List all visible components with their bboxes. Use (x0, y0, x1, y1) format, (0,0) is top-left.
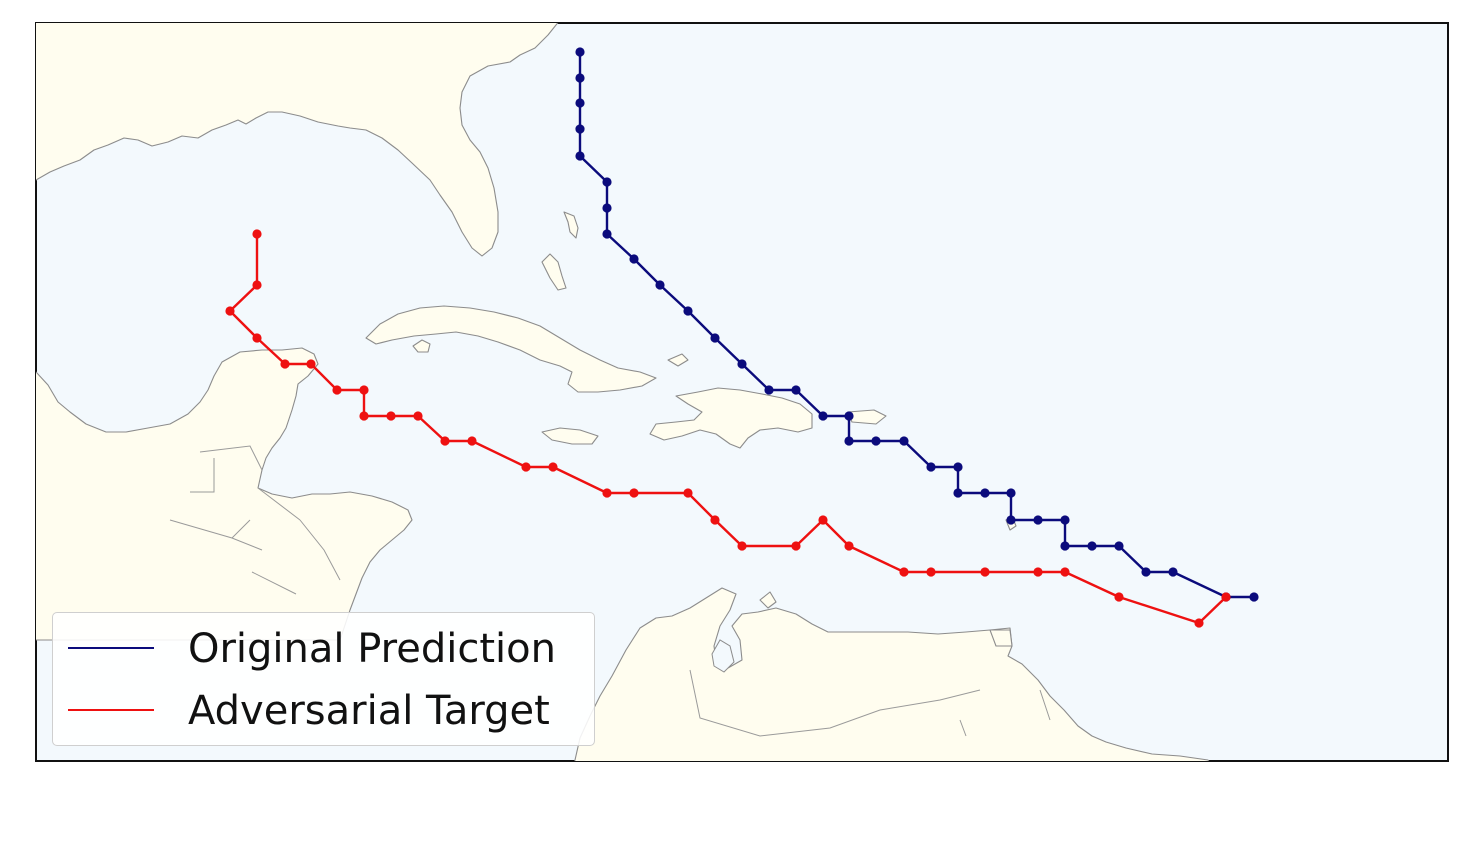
legend-line-original-prediction (68, 647, 154, 649)
adversarial-target-track-point (386, 411, 396, 421)
curacao-land (759, 591, 777, 609)
adversarial-target-track-point (1114, 592, 1124, 602)
adversarial-target-track-point (980, 567, 990, 577)
original-prediction-track-line (578, 52, 1254, 599)
adversarial-target-track-point (252, 280, 262, 290)
adversarial-target-track-point (899, 567, 909, 577)
isle-of-youth-land (412, 339, 431, 353)
legend-label-adversarial-target: Adversarial Target (188, 688, 550, 734)
adversarial-target-track-point (844, 541, 854, 551)
adversarial-target-track-point (359, 385, 369, 395)
adversarial-target-track-point (413, 411, 423, 421)
original-prediction-track-point (1033, 515, 1043, 525)
original-prediction-track-point (602, 203, 612, 213)
original-prediction-track-point (764, 385, 774, 395)
original-prediction-track-point (1168, 567, 1178, 577)
original-prediction-track-point (602, 229, 612, 239)
legend-line-adversarial-target (68, 709, 154, 711)
tracks-layer (225, 47, 1259, 628)
original-prediction-track-point (1087, 541, 1097, 551)
original-prediction-track-point (818, 411, 828, 421)
adversarial-target-track-point (332, 385, 342, 395)
original-prediction-track-point (1006, 515, 1016, 525)
trinidad-land (989, 629, 1013, 647)
original-prediction-track-point (844, 411, 854, 421)
original-prediction-track-point (629, 254, 639, 264)
puerto-rico-land (847, 409, 887, 425)
adversarial-target-track-point (602, 488, 612, 498)
adversarial-target-track-point (225, 306, 235, 316)
adversarial-target-track-point (252, 333, 262, 343)
legend-item-adversarial-target: Adversarial Target (53, 685, 594, 735)
adversarial-target-track-point (818, 515, 828, 525)
original-prediction-track-point (1060, 541, 1070, 551)
original-prediction-track-point (1249, 592, 1259, 602)
original-prediction-track-point (602, 177, 612, 187)
jamaica-land (541, 427, 599, 445)
original-prediction-track-point (575, 73, 585, 83)
original-prediction-track-point (1114, 541, 1124, 551)
bahamas-andros-land (541, 253, 567, 291)
original-prediction-track-point (575, 124, 585, 134)
adversarial-target-track-point (683, 488, 693, 498)
adversarial-target-track-point (737, 541, 747, 551)
legend: Original Prediction Adversarial Target (52, 612, 595, 746)
adversarial-target-track-point (791, 541, 801, 551)
original-prediction-track-point (953, 462, 963, 472)
adversarial-target-track-point (1221, 592, 1231, 602)
original-prediction-track-point (575, 47, 585, 57)
adversarial-target-track-point (467, 436, 477, 446)
original-prediction-track-point (980, 488, 990, 498)
north-america-land (36, 23, 559, 257)
south-america-borders (689, 669, 1051, 737)
original-prediction-track-point (1060, 515, 1070, 525)
adversarial-target-track-point (440, 436, 450, 446)
original-prediction-track-point (737, 359, 747, 369)
original-prediction-track-point (1006, 488, 1016, 498)
adversarial-target-track-point (548, 462, 558, 472)
adversarial-target-track-point (926, 567, 936, 577)
adversarial-target-track-point (252, 229, 262, 239)
south-america-land (574, 587, 1210, 761)
original-prediction-track-point (926, 462, 936, 472)
original-prediction-track-point (655, 280, 665, 290)
original-prediction-track-point (710, 333, 720, 343)
adversarial-target-track-point (359, 411, 369, 421)
adversarial-target-track-point (521, 462, 531, 472)
original-prediction-track-point (683, 306, 693, 316)
cuba-land (365, 305, 657, 393)
adversarial-target-track-point (1033, 567, 1043, 577)
adversarial-target-track-point (1060, 567, 1070, 577)
adversarial-target-track-point (629, 488, 639, 498)
original-prediction-track-point (575, 151, 585, 161)
hispaniola-land (649, 387, 813, 449)
adversarial-target-track-point (1194, 618, 1204, 628)
legend-label-original-prediction: Original Prediction (188, 626, 556, 672)
original-prediction-track-point (844, 436, 854, 446)
lake-maracaibo (711, 639, 735, 673)
original-prediction-track-point (953, 488, 963, 498)
original-prediction-track-point (871, 436, 881, 446)
original-prediction-track-point (575, 98, 585, 108)
original-prediction-track-point (1141, 567, 1151, 577)
original-prediction-track-point (899, 436, 909, 446)
adversarial-target-track-point (280, 359, 290, 369)
legend-item-original-prediction: Original Prediction (53, 623, 594, 673)
central-america-borders (169, 445, 341, 595)
bahamas-inagua-land (667, 353, 689, 367)
mexico-central-america-land (36, 347, 413, 641)
bahamas-abaco-land (563, 211, 579, 239)
original-prediction-track-point (791, 385, 801, 395)
adversarial-target-track-point (306, 359, 316, 369)
adversarial-target-track-point (710, 515, 720, 525)
